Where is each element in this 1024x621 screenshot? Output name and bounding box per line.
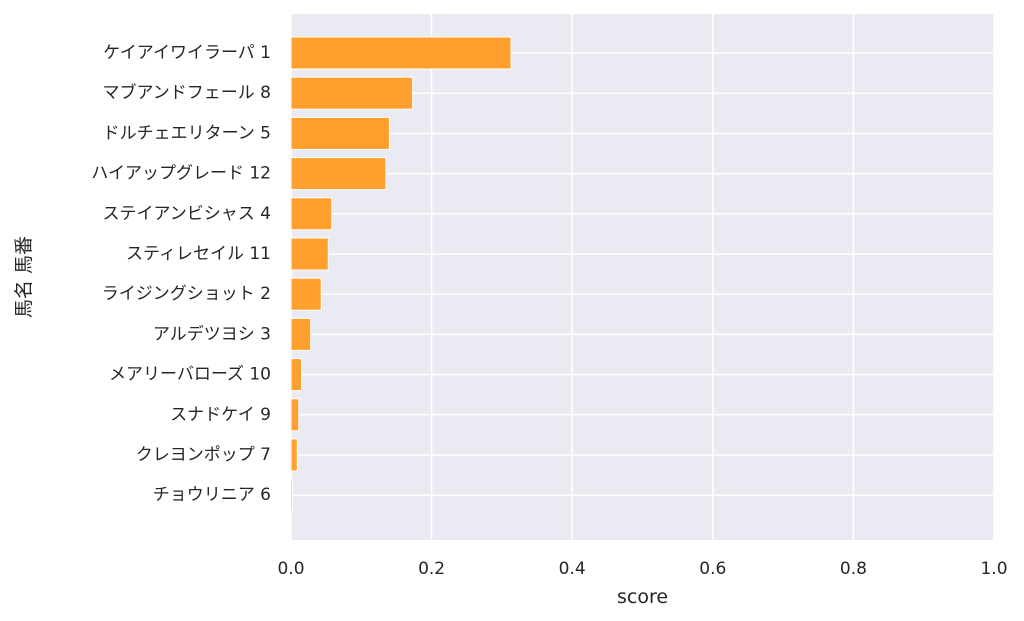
bar bbox=[290, 76, 414, 110]
bars bbox=[290, 36, 512, 512]
x-axis-label: score bbox=[617, 586, 668, 608]
x-tick-label: 0.0 bbox=[277, 559, 304, 579]
bar bbox=[290, 478, 293, 512]
y-tick-label: ケイアイワイラーパ 1 bbox=[103, 43, 271, 63]
y-tick-label: ドルチェエリターン 5 bbox=[103, 123, 271, 143]
y-tick-label: スナドケイ 9 bbox=[170, 405, 271, 425]
y-tick-labels: ケイアイワイラーパ 1 マブアンドフェール 8 ドルチェエリターン 5 ハイアップグレ… bbox=[91, 43, 271, 505]
x-tick-label: 0.2 bbox=[418, 559, 445, 579]
bar bbox=[290, 36, 512, 70]
y-axis-label: 馬名 馬番 bbox=[13, 236, 35, 318]
x-tick-label: 0.4 bbox=[559, 559, 586, 579]
bar bbox=[290, 317, 312, 351]
x-tick-label: 1.0 bbox=[980, 559, 1007, 579]
bar bbox=[290, 237, 329, 271]
y-tick-label: アルデツヨシ 3 bbox=[153, 323, 271, 344]
bar bbox=[290, 358, 303, 392]
y-tick-label: スティレセイル 11 bbox=[126, 244, 271, 264]
x-tick-label: 0.8 bbox=[840, 559, 867, 579]
bar bbox=[290, 398, 300, 432]
bar bbox=[290, 438, 298, 472]
bar bbox=[290, 116, 390, 150]
y-tick-label: チョウリニア 6 bbox=[153, 485, 271, 505]
y-tick-label: ステイアンビシャス 4 bbox=[102, 204, 271, 224]
y-tick-label: ライジングショット 2 bbox=[102, 284, 271, 304]
bar bbox=[290, 157, 387, 191]
y-tick-label: マブアンドフェール 8 bbox=[102, 82, 271, 103]
y-tick-label: メアリーバローズ 10 bbox=[109, 365, 271, 385]
bar bbox=[290, 197, 333, 231]
y-tick-label: ハイアップグレード 12 bbox=[91, 164, 271, 184]
bar bbox=[290, 277, 322, 311]
y-tick-label: クレヨンポップ 7 bbox=[136, 445, 271, 465]
x-tick-label: 0.6 bbox=[699, 559, 726, 579]
x-tick-labels: 0.0 0.2 0.4 0.6 0.8 1.0 bbox=[277, 559, 1007, 579]
